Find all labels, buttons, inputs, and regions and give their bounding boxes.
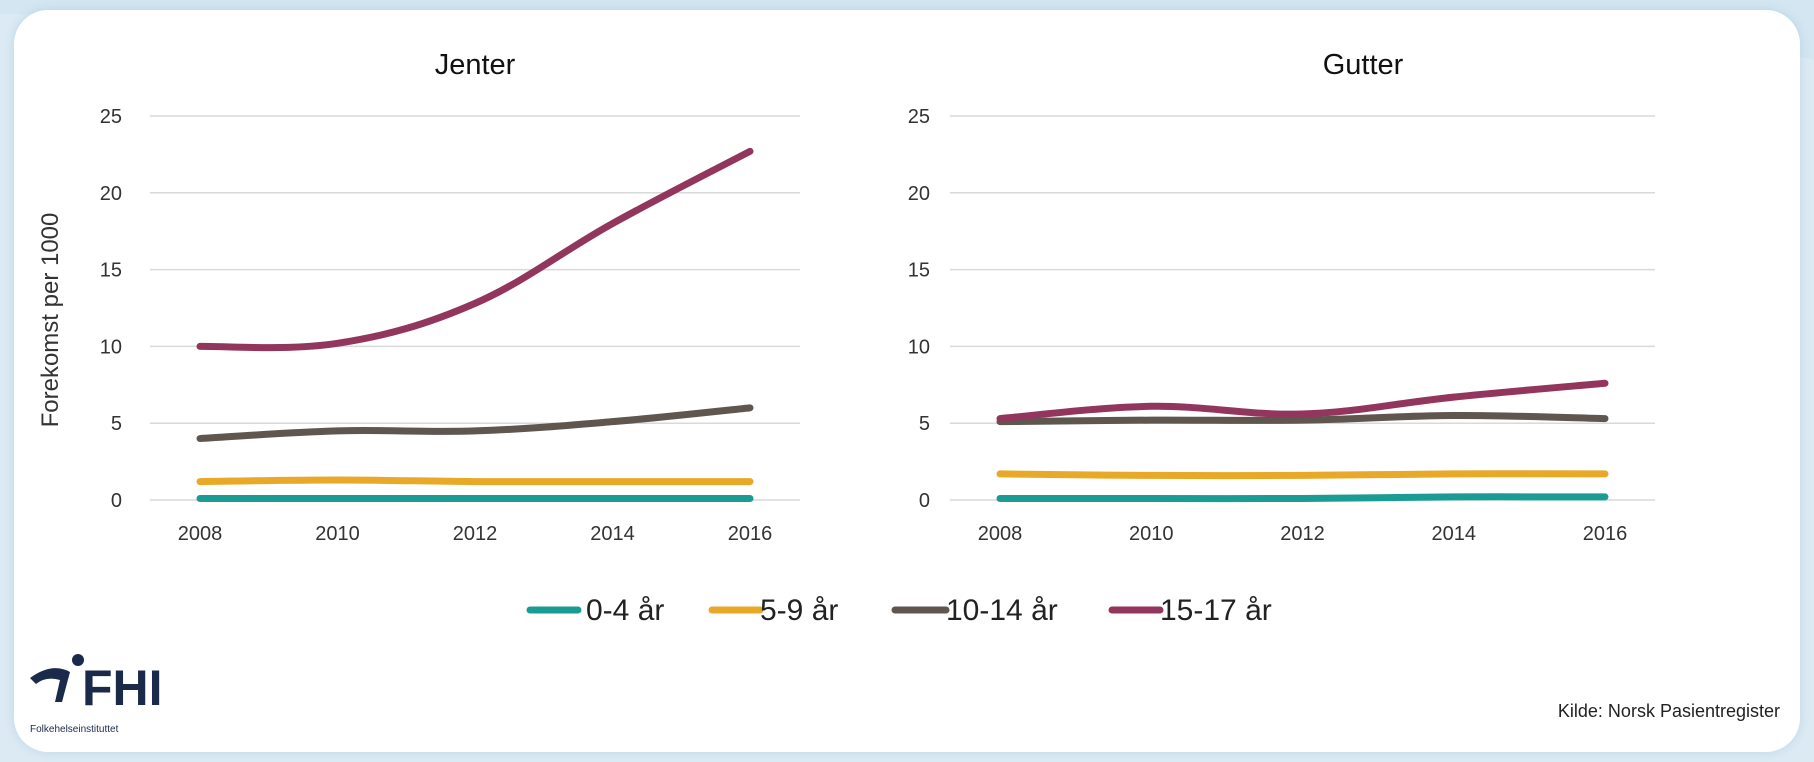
x-tick-gutter-2008: 2008 — [978, 523, 1023, 545]
x-tick-jenter-2012: 2012 — [453, 523, 498, 545]
source-note: Kilde: Norsk Pasientregister — [1558, 701, 1780, 721]
logo-name: FHI — [82, 660, 163, 716]
y-tick-jenter-10: 10 — [100, 336, 122, 358]
chart-title-jenter: Jenter — [435, 49, 516, 81]
plot-jenter: Jenter 0 5 10 15 20 25 2008 2010 2012 2014 2016 Fore… — [37, 49, 800, 545]
x-tick-gutter-2010: 2010 — [1129, 523, 1174, 545]
chart-panel — [14, 10, 1800, 752]
series-line-jenter-10-14-r — [196, 404, 754, 443]
x-tick-jenter-2008: 2008 — [178, 523, 223, 545]
legend-label-15-17-r: 15-17 år — [1160, 594, 1272, 627]
x-tick-jenter-2016: 2016 — [728, 523, 773, 545]
y-axis-label: Forekomst per 1000 — [37, 213, 64, 428]
y-tick-gutter-15: 15 — [908, 260, 930, 282]
legend-label-10-14-r: 10-14 år — [946, 594, 1058, 627]
y-tick-jenter-5: 5 — [111, 413, 122, 435]
plot-gutter: Gutter 0 5 10 15 20 25 2008 2010 2012 2014 2016 — [908, 49, 1655, 545]
y-tick-gutter-25: 25 — [908, 106, 930, 128]
y-tick-jenter-25: 25 — [100, 106, 122, 128]
series-line-gutter-5-9-r — [996, 470, 1609, 480]
series-line-gutter-0-4-r — [996, 493, 1609, 503]
legend-label-5-9-r: 5-9 år — [760, 594, 838, 627]
legend: 0-4 år 5-9 år 10-14 år 15-17 år — [526, 594, 1272, 627]
fhi-figure-icon — [30, 654, 84, 702]
y-tick-gutter-0: 0 — [919, 490, 930, 512]
series-line-jenter-15-17-r — [196, 147, 754, 352]
legend-label-0-4-r: 0-4 år — [586, 594, 664, 627]
y-tick-jenter-15: 15 — [100, 260, 122, 282]
y-tick-gutter-10: 10 — [908, 336, 930, 358]
y-tick-jenter-20: 20 — [100, 183, 122, 205]
x-tick-gutter-2014: 2014 — [1432, 523, 1477, 545]
chart-title-gutter: Gutter — [1323, 49, 1404, 81]
x-tick-gutter-2012: 2012 — [1280, 523, 1325, 545]
y-tick-gutter-20: 20 — [908, 183, 930, 205]
x-tick-jenter-2014: 2014 — [590, 523, 635, 545]
x-tick-gutter-2016: 2016 — [1583, 523, 1628, 545]
x-tick-jenter-2010: 2010 — [315, 523, 360, 545]
fhi-logo: FHI Folkehelseinstituttet — [30, 654, 163, 735]
logo-subtitle: Folkehelseinstituttet — [30, 724, 119, 735]
series-line-jenter-5-9-r — [196, 476, 754, 486]
series-line-gutter-15-17-r — [996, 379, 1609, 423]
y-tick-gutter-5: 5 — [919, 413, 930, 435]
series-line-gutter-10-14-r — [996, 412, 1609, 426]
y-tick-jenter-0: 0 — [111, 490, 122, 512]
